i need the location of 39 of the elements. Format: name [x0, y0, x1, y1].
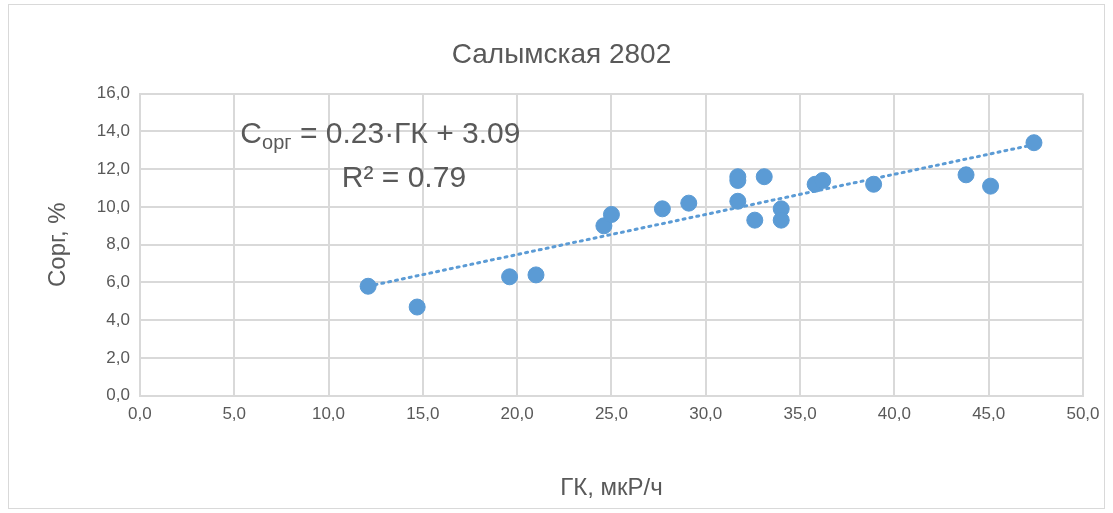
y-tick-label: 2,0	[106, 347, 130, 367]
point	[602, 205, 620, 223]
point	[653, 200, 671, 218]
point	[982, 177, 1000, 195]
point	[527, 266, 545, 284]
x-tick-label: 10,0	[311, 403, 346, 423]
point	[501, 268, 519, 286]
y-tick-label: 10,0	[96, 196, 130, 216]
point	[755, 168, 773, 186]
point	[680, 194, 698, 212]
x-tick-label: 15,0	[406, 403, 440, 423]
x-tick-label: 30,0	[689, 403, 723, 423]
y-tick-label: 14,0	[96, 121, 130, 141]
x-tick-label: 50,0	[1066, 403, 1100, 423]
y-tick-label: 12,0	[96, 158, 130, 178]
x-axis-title: ГК, мкР/ч	[560, 473, 663, 501]
x-tick-label: 35,0	[783, 403, 817, 423]
point	[359, 277, 377, 295]
point	[865, 175, 883, 193]
point	[729, 192, 747, 210]
y-tick-label: 0,0	[106, 385, 130, 405]
x-tick-label: 25,0	[594, 403, 628, 423]
x-tick-label: 45,0	[972, 403, 1006, 423]
point	[957, 166, 975, 184]
x-tick-label: 5,0	[222, 403, 247, 423]
x-tick-label: 20,0	[500, 403, 534, 423]
x-tick-label: 40,0	[877, 403, 911, 423]
annotation: R² = 0.79	[341, 159, 467, 193]
y-axis-title: Сорг, %	[43, 202, 71, 287]
y-tick-label: 6,0	[106, 272, 130, 292]
x-tick-label: 0,0	[128, 403, 152, 423]
y-tick-label: 16,0	[96, 83, 130, 103]
point	[1025, 134, 1043, 152]
point	[408, 298, 426, 316]
point	[746, 211, 764, 229]
chart-title: Салымская 2802	[451, 37, 672, 69]
y-tick-label: 4,0	[106, 309, 130, 329]
y-tick-label: 8,0	[106, 234, 130, 254]
point	[814, 171, 832, 189]
